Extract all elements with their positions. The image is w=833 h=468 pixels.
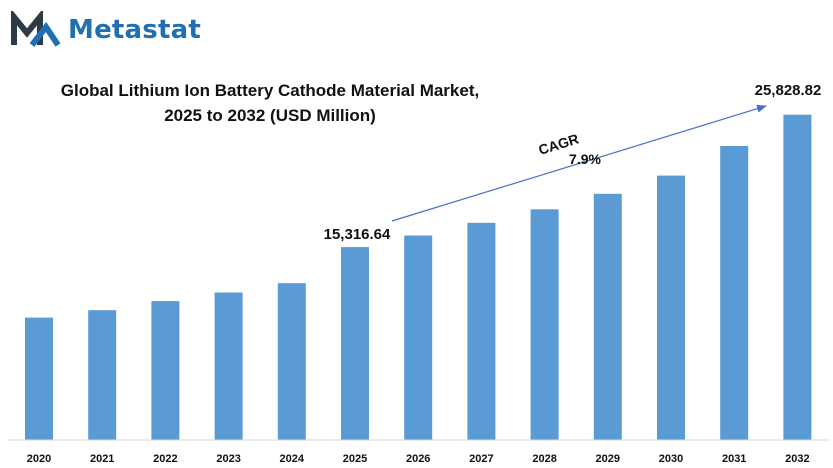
chart-title: Global Lithium Ion Battery Cathode Mater… (20, 78, 520, 128)
x-tick-label-2028: 2028 (532, 453, 556, 465)
end-value-label: 25,828.82 (755, 82, 822, 99)
x-tick-label-2024: 2024 (280, 453, 305, 465)
x-tick-label-2025: 2025 (343, 453, 367, 465)
x-tick-label-2026: 2026 (406, 453, 430, 465)
x-tick-label-2029: 2029 (596, 453, 620, 465)
x-tick-label-2030: 2030 (659, 453, 683, 465)
bar-2029 (593, 193, 622, 440)
x-tick-label-2022: 2022 (153, 453, 177, 465)
bar-2020 (25, 317, 53, 440)
bar-2030 (657, 175, 685, 440)
bar-2022 (151, 301, 180, 440)
bar-2027 (467, 222, 496, 440)
metastat-m-logo-icon (11, 11, 61, 47)
start-value-label: 15,316.64 (324, 226, 391, 243)
chart-title-line-2: 2025 to 2032 (USD Million) (164, 106, 376, 125)
bar-2021 (88, 310, 117, 440)
cagr-arrow (391, 104, 767, 222)
bar-2023 (214, 292, 243, 440)
brand-logo: Metastat (10, 10, 201, 50)
x-tick-label-2032: 2032 (785, 453, 809, 465)
bar-2032 (783, 114, 812, 440)
x-tick-label-2021: 2021 (90, 453, 114, 465)
bar-2028 (530, 209, 559, 440)
x-tick-label-2023: 2023 (216, 453, 240, 465)
chart-title-line-1: Global Lithium Ion Battery Cathode Mater… (60, 81, 480, 100)
x-tick-label-2020: 2020 (27, 453, 51, 465)
bar-2025 (341, 247, 369, 440)
bar-2026 (404, 235, 433, 440)
bar-2031 (720, 146, 749, 440)
cagr-value: 7.9% (569, 151, 601, 167)
x-tick-label-2031: 2031 (722, 453, 746, 465)
brand-name: Metastat (68, 15, 201, 45)
bar-2024 (277, 283, 306, 440)
x-tick-label-2027: 2027 (469, 453, 493, 465)
